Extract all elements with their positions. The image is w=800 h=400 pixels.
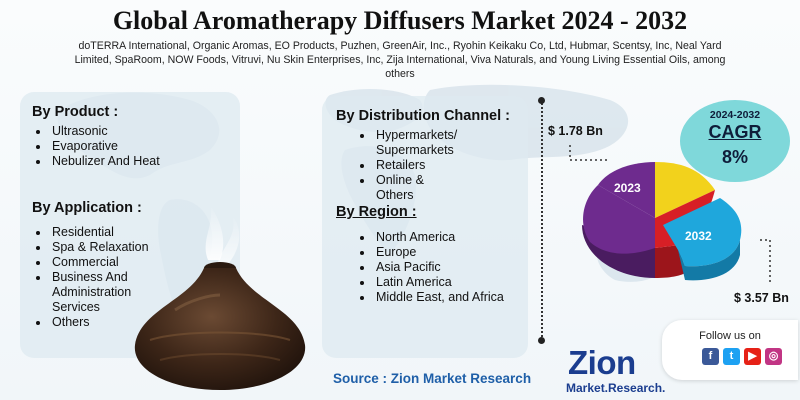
follow-us-box: Follow us on f t ▶ ◎	[662, 320, 798, 380]
timeline-dot-bottom	[538, 337, 545, 344]
list-item: North America	[356, 230, 526, 245]
by-product-heading: By Product :	[32, 104, 119, 120]
cagr-bubble: 2024-2032 CAGR 8%	[680, 100, 790, 182]
cagr-value: 8%	[721, 147, 748, 167]
list-item: Asia Pacific	[356, 260, 526, 275]
list-item: Ultrasonic	[32, 124, 182, 139]
by-region-list: North America Europe Asia Pacific Latin …	[356, 230, 526, 305]
follow-us-label: Follow us on	[699, 330, 761, 342]
by-application-list: Residential Spa & Relaxation Commercial …	[32, 225, 192, 330]
timeline-dot-top	[538, 97, 545, 104]
list-item: Residential	[32, 225, 192, 240]
market-value-2032: $ 3.57 Bn	[734, 291, 789, 305]
pie-label-2023: 2023	[614, 181, 641, 195]
youtube-icon[interactable]: ▶	[744, 348, 761, 365]
by-distribution-heading: By Distribution Channel :	[336, 108, 510, 124]
key-players-text: doTERRA International, Organic Aromas, E…	[74, 40, 726, 80]
middle-panel	[322, 96, 528, 358]
list-item: Latin America	[356, 275, 526, 290]
instagram-icon[interactable]: ◎	[765, 348, 782, 365]
list-item: Spa & Relaxation	[32, 240, 192, 255]
by-region-heading: By Region :	[336, 204, 417, 220]
timeline-line	[541, 100, 543, 340]
list-item: Retailers	[356, 158, 506, 173]
list-item: Nebulizer And Heat	[32, 154, 160, 169]
market-pie-graphic: 2023 2032	[569, 145, 771, 285]
cagr-label: CAGR	[708, 122, 762, 142]
list-item: Hypermarkets/ Supermarkets	[356, 128, 468, 158]
pie-label-2032: 2032	[685, 229, 712, 243]
twitter-icon[interactable]: t	[723, 348, 740, 365]
by-distribution-list: Hypermarkets/ Supermarkets Retailers Onl…	[356, 128, 506, 203]
facebook-icon[interactable]: f	[702, 348, 719, 365]
list-item: Others	[32, 315, 192, 330]
logo-name: Zion	[568, 344, 636, 381]
list-item: Business And Administration Services	[32, 270, 152, 315]
by-application-heading: By Application :	[32, 200, 142, 216]
source-text: Source : Zion Market Research	[333, 371, 532, 386]
page-title: Global Aromatherapy Diffusers Market 202…	[112, 6, 688, 35]
list-item: Commercial	[32, 255, 192, 270]
market-value-2023: $ 1.78 Bn	[548, 124, 603, 138]
by-product-list: Ultrasonic Evaporative Nebulizer And Hea…	[32, 124, 182, 169]
diffuser-image	[134, 205, 306, 390]
list-item: Middle East, and Africa	[356, 290, 526, 305]
list-item: Evaporative	[32, 139, 182, 154]
list-item: Online & Others	[356, 173, 436, 203]
zion-logo: Zion Market.Research.	[564, 344, 665, 396]
cagr-years: 2024-2032	[709, 109, 761, 121]
logo-subtitle: Market.Research.	[566, 381, 666, 395]
list-item: Europe	[356, 245, 526, 260]
